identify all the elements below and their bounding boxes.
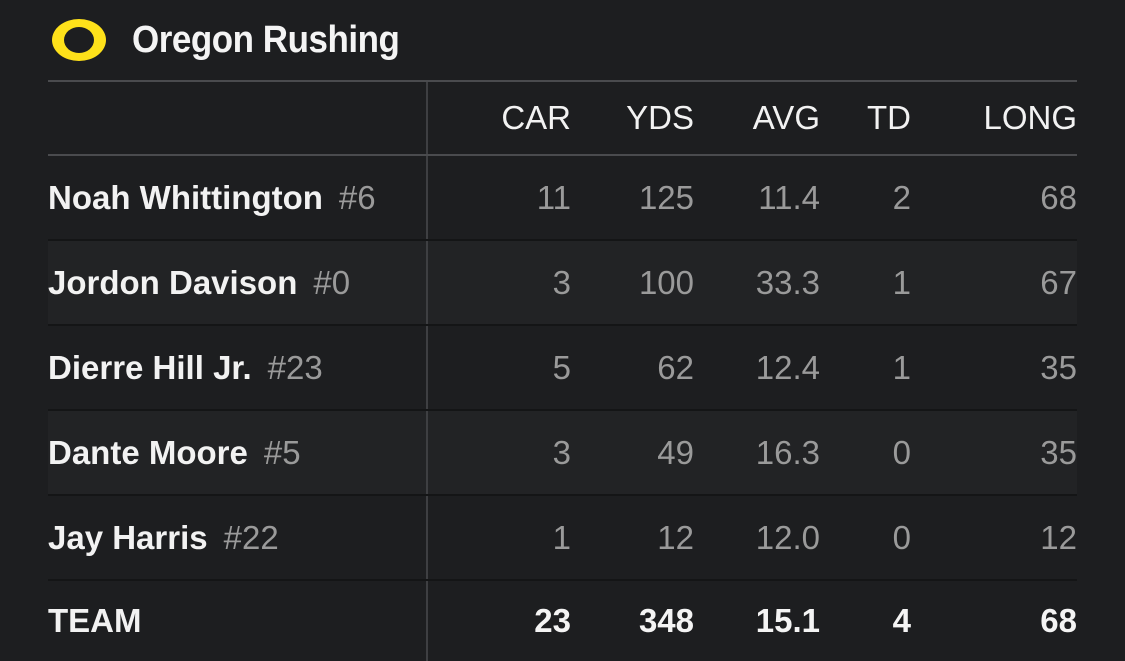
table-row: Jordon Davison #0 3 100 33.3 1 67 [48, 241, 1077, 326]
cell-long: 35 [1040, 433, 1077, 471]
cell-yds: 49 [657, 433, 694, 471]
player-name[interactable]: Jordon Davison [48, 263, 298, 301]
page-title: Oregon Rushing [132, 18, 400, 61]
team-total-row: TEAM 23 348 15.1 4 68 [48, 581, 1077, 661]
team-cell-avg: 15.1 [755, 602, 820, 639]
cell-yds: 100 [638, 263, 694, 301]
player-name[interactable]: Jay Harris [48, 518, 208, 556]
cell-td: 1 [892, 263, 911, 301]
cell-yds: 125 [638, 178, 694, 216]
player-number: #5 [263, 433, 301, 471]
header: Oregon Rushing [50, 14, 423, 66]
cell-avg: 16.3 [755, 433, 820, 471]
player-number: #23 [267, 348, 323, 386]
cell-avg: 12.0 [755, 518, 820, 556]
player-number: #22 [223, 518, 279, 556]
cell-avg: 11.4 [758, 178, 820, 216]
table-header-row: CAR YDS AVG TD LONG [48, 82, 1077, 156]
column-header-avg[interactable]: AVG [752, 99, 820, 136]
team-cell-long: 68 [1040, 602, 1077, 639]
cell-long: 35 [1040, 348, 1077, 386]
player-number: #6 [338, 178, 376, 216]
rushing-stats-table: CAR YDS AVG TD LONG Noah Whittington #6 … [48, 80, 1077, 661]
player-name[interactable]: Dante Moore [48, 433, 248, 471]
cell-car: 3 [552, 263, 571, 301]
table-row: Noah Whittington #6 11 125 11.4 2 68 [48, 156, 1077, 241]
cell-yds: 62 [657, 348, 694, 386]
team-cell: TEAM [48, 581, 428, 661]
oregon-o-logo-icon [52, 19, 106, 61]
team-cell-car: 23 [534, 602, 571, 639]
player-name[interactable]: Dierre Hill Jr. [48, 348, 252, 386]
header-name-cell [48, 82, 428, 154]
cell-long: 68 [1040, 178, 1077, 216]
player-cell: Jordon Davison #0 [48, 241, 428, 324]
cell-avg: 33.3 [755, 263, 820, 301]
cell-car: 11 [536, 178, 571, 216]
cell-td: 2 [892, 178, 911, 216]
cell-car: 5 [552, 348, 571, 386]
cell-yds: 12 [657, 518, 694, 556]
player-number: #0 [313, 263, 351, 301]
column-header-car[interactable]: CAR [501, 99, 571, 136]
team-cell-yds: 348 [638, 602, 694, 639]
column-header-long[interactable]: LONG [983, 99, 1077, 136]
player-cell: Jay Harris #22 [48, 496, 428, 579]
cell-long: 12 [1040, 518, 1077, 556]
column-header-td[interactable]: TD [867, 99, 911, 136]
table-top-divider [48, 80, 1077, 82]
table-row: Dierre Hill Jr. #23 5 62 12.4 1 35 [48, 326, 1077, 411]
cell-td: 1 [892, 348, 911, 386]
table-row: Jay Harris #22 1 12 12.0 0 12 [48, 496, 1077, 581]
player-cell: Dierre Hill Jr. #23 [48, 326, 428, 409]
player-cell: Noah Whittington #6 [48, 156, 428, 239]
cell-avg: 12.4 [755, 348, 820, 386]
player-cell: Dante Moore #5 [48, 411, 428, 494]
player-name[interactable]: Noah Whittington [48, 178, 323, 216]
cell-car: 3 [552, 433, 571, 471]
cell-td: 0 [892, 518, 911, 556]
cell-td: 0 [892, 433, 911, 471]
cell-long: 67 [1040, 263, 1077, 301]
column-header-yds[interactable]: YDS [626, 99, 694, 136]
team-label: TEAM [48, 602, 142, 639]
cell-car: 1 [552, 518, 571, 556]
table-row: Dante Moore #5 3 49 16.3 0 35 [48, 411, 1077, 496]
team-cell-td: 4 [892, 602, 911, 639]
